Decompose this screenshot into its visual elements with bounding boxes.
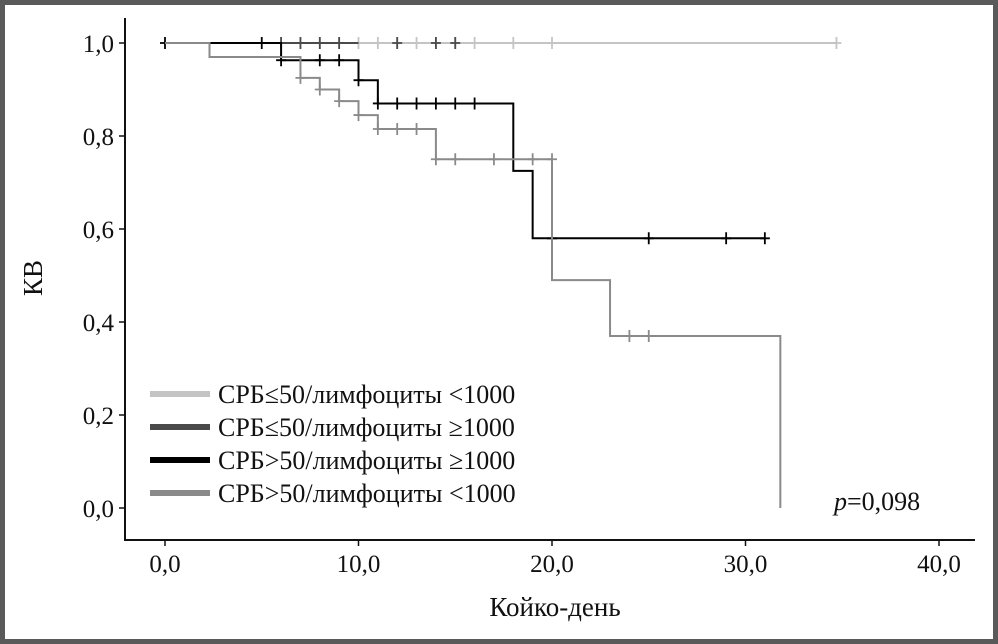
censor-mark [469, 97, 480, 110]
censor-mark [256, 37, 267, 49]
censor-mark [334, 37, 345, 49]
censor-mark [624, 329, 635, 342]
censor-mark [547, 153, 557, 166]
censor-mark [508, 37, 519, 49]
censor-mark [372, 37, 383, 49]
p-value-annotation: p=0,098 [832, 487, 920, 516]
series-4 [165, 42, 782, 508]
censor-mark [295, 71, 306, 84]
censor-mark [314, 54, 325, 67]
x-tick-label: 20,0 [530, 551, 574, 578]
censor-mark [295, 37, 306, 49]
censor-mark [488, 153, 499, 166]
x-tick-label: 0,0 [149, 551, 180, 578]
x-tick-label: 30,0 [724, 551, 768, 578]
x-tick-label: 40,0 [917, 551, 961, 578]
p-value-text: =0,098 [847, 487, 920, 516]
censor-mark [430, 37, 441, 49]
censor-mark [430, 97, 441, 110]
series-layer [160, 37, 842, 508]
y-tick-label: 0,6 [83, 217, 114, 244]
censor-mark [353, 109, 364, 122]
series-3 [160, 37, 770, 245]
legend-label: СРБ>50/лимфоциты <1000 [218, 479, 516, 508]
censor-mark [450, 153, 461, 166]
censor-mark [314, 37, 325, 49]
censor-mark [450, 37, 461, 49]
legend-item: СРБ≤50/лимфоциты <1000 [150, 380, 515, 409]
censor-mark [372, 97, 383, 110]
censor-mark [721, 232, 732, 245]
censor-mark [411, 37, 422, 49]
y-axis-title: КВ [18, 260, 48, 296]
censor-mark [430, 153, 441, 166]
y-tick-label: 0,0 [83, 496, 114, 523]
legend-label: СРБ≤50/лимфоциты <1000 [218, 380, 515, 409]
y-tick-label: 0,8 [83, 124, 114, 151]
censor-mark [643, 232, 654, 245]
legend-label: СРБ≤50/лимфоциты ≥1000 [218, 413, 515, 442]
x-axis-title: Койко-день [489, 592, 620, 622]
legend-item: СРБ>50/лимфоциты <1000 [150, 479, 516, 508]
y-tick-label: 1,0 [83, 31, 114, 58]
censor-mark [353, 74, 364, 87]
censor-mark [372, 123, 383, 136]
y-tick-label: 0,4 [83, 310, 115, 337]
censor-mark [759, 232, 770, 245]
censor-mark [334, 54, 345, 67]
legend: СРБ≤50/лимфоциты <1000 СРБ≤50/лимфоциты ≥… [150, 380, 516, 508]
legend-item: СРБ>50/лимфоциты ≥1000 [150, 446, 515, 475]
censor-mark [411, 123, 422, 136]
censor-mark [643, 329, 654, 342]
legend-item: СРБ≤50/лимфоциты ≥1000 [150, 413, 515, 442]
censor-mark [411, 97, 422, 110]
x-tick-label: 10,0 [337, 551, 381, 578]
legend-label: СРБ>50/лимфоциты ≥1000 [218, 446, 515, 475]
censor-mark [450, 97, 461, 110]
censor-mark [334, 95, 345, 108]
censor-mark [469, 37, 480, 49]
censor-mark [547, 37, 557, 49]
censor-mark [392, 123, 403, 136]
y-tick-label: 0,2 [83, 403, 114, 430]
censor-mark [527, 153, 538, 166]
y-axis-ticks: 0,0 0,2 0,4 0,6 0,8 1,0 [83, 31, 125, 523]
p-value-label: p [832, 487, 847, 516]
censor-mark [392, 37, 403, 49]
censor-mark [392, 97, 403, 110]
survival-curve [165, 42, 765, 240]
censor-mark [831, 37, 842, 49]
censor-mark [314, 83, 325, 96]
x-axis-ticks: 0,0 10,0 20,0 30,0 40,0 [149, 540, 961, 578]
